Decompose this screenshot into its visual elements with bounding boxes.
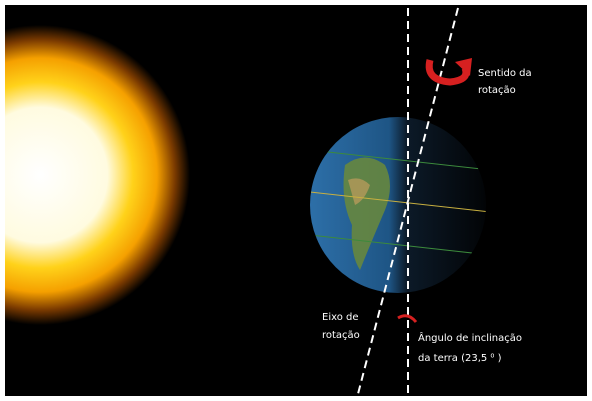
label-text: Eixo de: [322, 312, 359, 323]
sun: [5, 5, 225, 396]
label-text: da terra (23,5 ⁰ ): [418, 353, 502, 364]
label-text: Sentido da: [478, 68, 532, 79]
label-text: rotação: [478, 85, 516, 96]
rotation-arrow: [425, 58, 472, 86]
earth: [310, 117, 486, 293]
angle-arc: [397, 314, 418, 323]
label-text: Ângulo de inclinação: [418, 331, 522, 344]
label-text: rotação: [322, 330, 360, 341]
tilted-axis: [357, 7, 459, 395]
